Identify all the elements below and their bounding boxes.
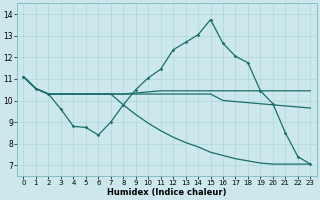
X-axis label: Humidex (Indice chaleur): Humidex (Indice chaleur) (107, 188, 227, 197)
